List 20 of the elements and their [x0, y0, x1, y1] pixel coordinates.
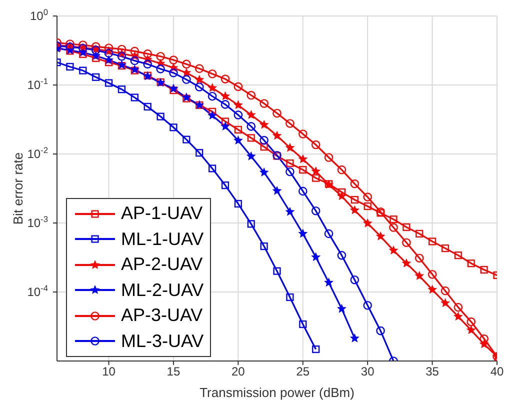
legend-label: ML-1-UAV	[121, 228, 204, 250]
legend-label: ML-3-UAV	[121, 330, 204, 352]
legend-label: AP-1-UAV	[121, 202, 203, 225]
x-axis-title: Transmission power (dBm)	[200, 385, 354, 400]
x-tick-label: 25	[296, 364, 310, 379]
x-tick-label: 10	[102, 364, 116, 379]
y-tick-label: 10$^{-4}$	[27, 283, 48, 299]
y-tick-label: 10$^{-3}$	[27, 214, 48, 230]
y-tick-label: 10$^{-1}$	[27, 76, 48, 92]
x-tick-label: 15	[166, 364, 180, 379]
legend-label: AP-2-UAV	[121, 253, 203, 276]
legend-label: ML-2-UAV	[121, 278, 204, 302]
x-tick-label: 30	[360, 364, 375, 379]
x-tick-label: 20	[231, 364, 246, 379]
legend-label: AP-3-UAV	[121, 304, 203, 327]
x-tick-label: 40	[490, 364, 504, 379]
y-axis-title: Bit error rate	[10, 152, 26, 225]
y-tick-label: 10$^{-2}$	[27, 145, 48, 161]
y-tick-label: 10$^{0}$	[30, 7, 48, 23]
x-tick-label: 35	[426, 364, 440, 379]
